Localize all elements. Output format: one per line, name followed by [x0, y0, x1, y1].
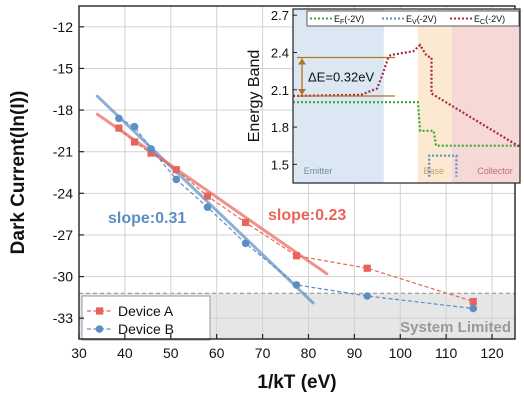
region-base: [417, 9, 452, 183]
x-tick-label: 100: [389, 345, 413, 361]
data-point: [292, 281, 301, 289]
legend-marker: [96, 307, 104, 315]
data-point: [469, 297, 477, 306]
region-label-base: Base: [423, 166, 444, 176]
data-point: [363, 264, 371, 272]
x-tick-label: 30: [71, 345, 87, 361]
delta-e-arrow-down: [298, 89, 306, 95]
data-point: [115, 114, 123, 123]
x-tick-label: 90: [347, 345, 363, 361]
inset-legend-suffix: (-2V): [344, 14, 364, 24]
inset-y-axis-title: Energy Band: [246, 50, 263, 143]
slope-label: slope:0.23: [268, 207, 346, 224]
inset-legend-symbol: E: [474, 14, 480, 24]
region-label-collector: Collector: [477, 166, 513, 176]
data-point: [241, 218, 250, 227]
inset-legend-symbol: E: [334, 14, 340, 24]
y-tick-label: -30: [53, 269, 73, 285]
y-tick-label: -18: [53, 102, 73, 118]
inset-frame: [292, 8, 521, 184]
inset-legend: EF(-2V) EV(-2V) EC(-2V): [306, 10, 520, 27]
data-point: [115, 124, 123, 132]
inset-legend-label: EV(-2V): [406, 14, 437, 26]
legend-label: Device B: [118, 321, 174, 337]
inset-legend-subscript: C: [480, 19, 485, 26]
x-tick-label: 120: [480, 345, 504, 361]
inset-y-tick-label: 2.7: [271, 8, 289, 23]
x-tick-label: 40: [117, 345, 133, 361]
data-point: [130, 122, 139, 131]
legend: Device A Device B: [81, 295, 211, 341]
y-tick-label: -27: [53, 227, 73, 243]
legend-marker: [95, 325, 104, 333]
inset-legend-suffix: (-2V): [485, 14, 505, 24]
inset-y-tick-label: 1.5: [271, 157, 289, 172]
inset-legend-box: [306, 10, 520, 27]
region-collector: [451, 9, 520, 183]
inset-y-tick-label: 2.4: [271, 46, 289, 61]
delta-e-annotation: ΔE=0.32eV: [297, 56, 396, 97]
legend-label: Device A: [118, 303, 174, 319]
inset-legend-suffix: (-2V): [417, 14, 437, 24]
inset-legend-symbol: E: [406, 14, 412, 24]
y-tick-label: -33: [53, 310, 73, 326]
x-axis-title: 1/kT (eV): [257, 372, 336, 393]
inset-legend-label: EF(-2V): [334, 14, 364, 26]
data-point: [172, 175, 181, 184]
data-point: [203, 192, 212, 200]
inset-legend-label: EC(-2V): [474, 14, 505, 26]
x-tick-label: 80: [301, 345, 317, 361]
region-label-emitter: Emitter: [304, 166, 333, 176]
y-tick-label: -24: [53, 185, 73, 201]
data-point: [469, 304, 478, 313]
data-point: [147, 145, 155, 153]
data-point: [130, 138, 139, 146]
inset-y-tick-label: 1.8: [271, 120, 289, 135]
delta-e-arrow-up: [298, 58, 306, 65]
data-point: [363, 292, 372, 300]
inset-series-line: [292, 43, 521, 148]
inset-y-tick-label: 2.1: [271, 83, 289, 98]
x-tick-label: 110: [435, 345, 458, 361]
y-tick-label: -15: [53, 60, 73, 76]
data-point: [203, 203, 212, 211]
x-tick-label: 60: [209, 345, 225, 361]
slope-label: slope:0.31: [108, 210, 186, 227]
inset-chart: Emitter Base Collector 1.5 1.8 2.1 2.4 2.7 Energ…: [246, 8, 521, 184]
inset-legend-subscript: F: [340, 19, 344, 26]
y-tick-label: -12: [53, 19, 73, 35]
y-axis-title: Dark Current(ln(I)): [8, 91, 29, 255]
data-point: [241, 239, 250, 248]
x-tick-label: 70: [255, 345, 271, 361]
data-point: [292, 252, 301, 260]
delta-e-label: ΔE=0.32eV: [308, 70, 374, 85]
inset-series-line: [293, 101, 520, 147]
x-tick-label: 50: [163, 345, 179, 361]
inset-legend-subscript: V: [412, 19, 417, 26]
data-point: [147, 149, 155, 157]
legend-box: [81, 295, 211, 341]
data-point: [172, 166, 180, 174]
region-label: System Limited: [400, 319, 511, 336]
y-tick-label: -21: [53, 144, 73, 160]
